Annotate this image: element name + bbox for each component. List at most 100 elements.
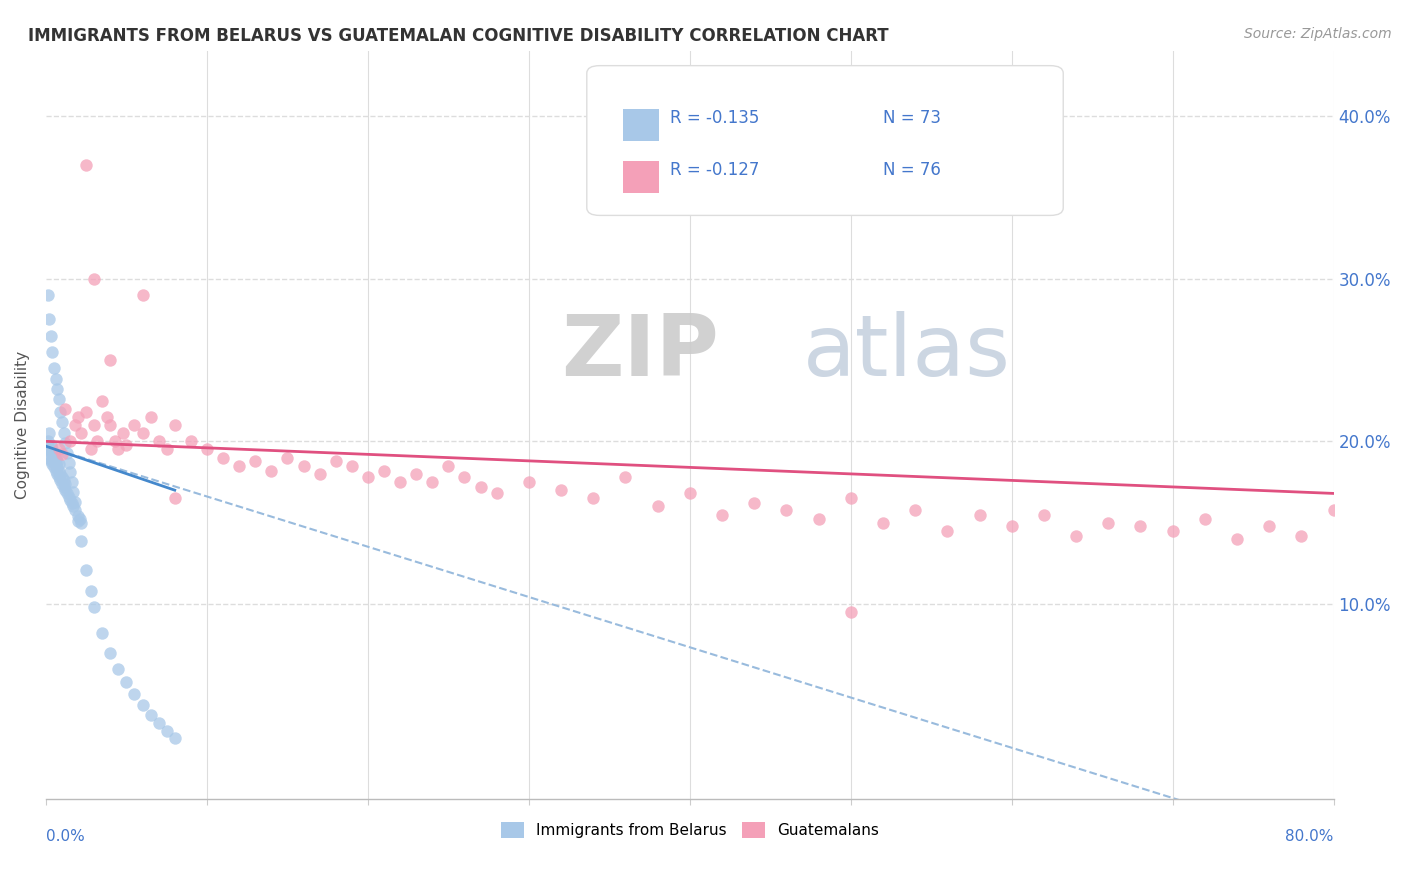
- Point: [148, 434, 170, 449]
- Point: [124, 687, 146, 701]
- Point: [647, 500, 669, 514]
- Point: [62, 484, 84, 499]
- Point: [437, 458, 460, 473]
- Point: [58, 490, 80, 504]
- Point: [83, 418, 105, 433]
- Point: [357, 470, 380, 484]
- Point: [470, 480, 492, 494]
- FancyBboxPatch shape: [586, 66, 1063, 215]
- Point: [38, 442, 60, 457]
- Point: [75, 405, 97, 419]
- Point: [98, 646, 121, 660]
- Point: [42, 460, 65, 475]
- Point: [1291, 529, 1313, 543]
- Point: [405, 467, 427, 481]
- Point: [83, 600, 105, 615]
- Legend: Immigrants from Belarus, Guatemalans: Immigrants from Belarus, Guatemalans: [495, 816, 884, 844]
- Point: [70, 426, 93, 441]
- Point: [56, 446, 79, 460]
- Point: [49, 405, 72, 419]
- Point: [69, 512, 91, 526]
- Text: Source: ZipAtlas.com: Source: ZipAtlas.com: [1244, 27, 1392, 41]
- Point: [212, 450, 235, 465]
- Point: [80, 584, 103, 599]
- Point: [115, 675, 138, 690]
- Point: [52, 426, 75, 441]
- Point: [51, 476, 73, 491]
- Point: [53, 436, 76, 450]
- Point: [70, 516, 93, 530]
- Point: [195, 442, 218, 457]
- Point: [45, 457, 67, 471]
- Point: [969, 508, 991, 522]
- Point: [75, 563, 97, 577]
- Point: [1161, 524, 1184, 538]
- Point: [1129, 519, 1152, 533]
- Point: [98, 418, 121, 433]
- Point: [107, 662, 129, 676]
- Point: [245, 454, 267, 468]
- Point: [46, 382, 69, 396]
- Point: [453, 470, 475, 484]
- Bar: [623, 161, 659, 193]
- Point: [582, 491, 605, 506]
- Point: [45, 372, 67, 386]
- Point: [148, 715, 170, 730]
- Point: [38, 312, 60, 326]
- Point: [53, 483, 76, 498]
- Point: [83, 271, 105, 285]
- Point: [39, 446, 62, 460]
- Point: [42, 447, 65, 461]
- Point: [63, 418, 86, 433]
- Point: [124, 418, 146, 433]
- Text: 0.0%: 0.0%: [46, 829, 84, 844]
- Point: [45, 450, 67, 465]
- Point: [91, 626, 114, 640]
- Point: [614, 470, 637, 484]
- Point: [59, 465, 82, 479]
- Point: [41, 450, 63, 465]
- Text: 80.0%: 80.0%: [1285, 829, 1334, 844]
- Text: N = 76: N = 76: [883, 161, 941, 179]
- Point: [42, 361, 65, 376]
- Point: [180, 434, 202, 449]
- Point: [46, 454, 69, 468]
- Point: [48, 392, 70, 406]
- Point: [39, 328, 62, 343]
- Point: [46, 467, 69, 481]
- Point: [292, 458, 315, 473]
- Point: [260, 464, 283, 478]
- Y-axis label: Cognitive Disability: Cognitive Disability: [15, 351, 30, 500]
- Point: [67, 509, 90, 524]
- Point: [46, 460, 69, 475]
- Point: [48, 470, 70, 484]
- Point: [679, 486, 702, 500]
- Point: [139, 707, 162, 722]
- Point: [107, 442, 129, 457]
- Point: [48, 464, 70, 478]
- Point: [1032, 508, 1054, 522]
- Text: R = -0.135: R = -0.135: [671, 109, 759, 127]
- Point: [1226, 532, 1249, 546]
- Point: [70, 533, 93, 548]
- Point: [41, 344, 63, 359]
- Point: [51, 447, 73, 461]
- Point: [156, 442, 179, 457]
- Point: [59, 434, 82, 449]
- Point: [53, 401, 76, 416]
- Point: [131, 698, 153, 712]
- Point: [325, 454, 347, 468]
- Point: [67, 514, 90, 528]
- Point: [839, 605, 862, 619]
- Point: [49, 467, 72, 481]
- Point: [1323, 502, 1346, 516]
- Point: [308, 467, 330, 481]
- Point: [86, 434, 108, 449]
- Point: [276, 450, 298, 465]
- Point: [42, 454, 65, 468]
- Point: [45, 464, 67, 478]
- Point: [52, 480, 75, 494]
- Point: [41, 442, 63, 457]
- Point: [51, 470, 73, 484]
- Point: [48, 442, 70, 457]
